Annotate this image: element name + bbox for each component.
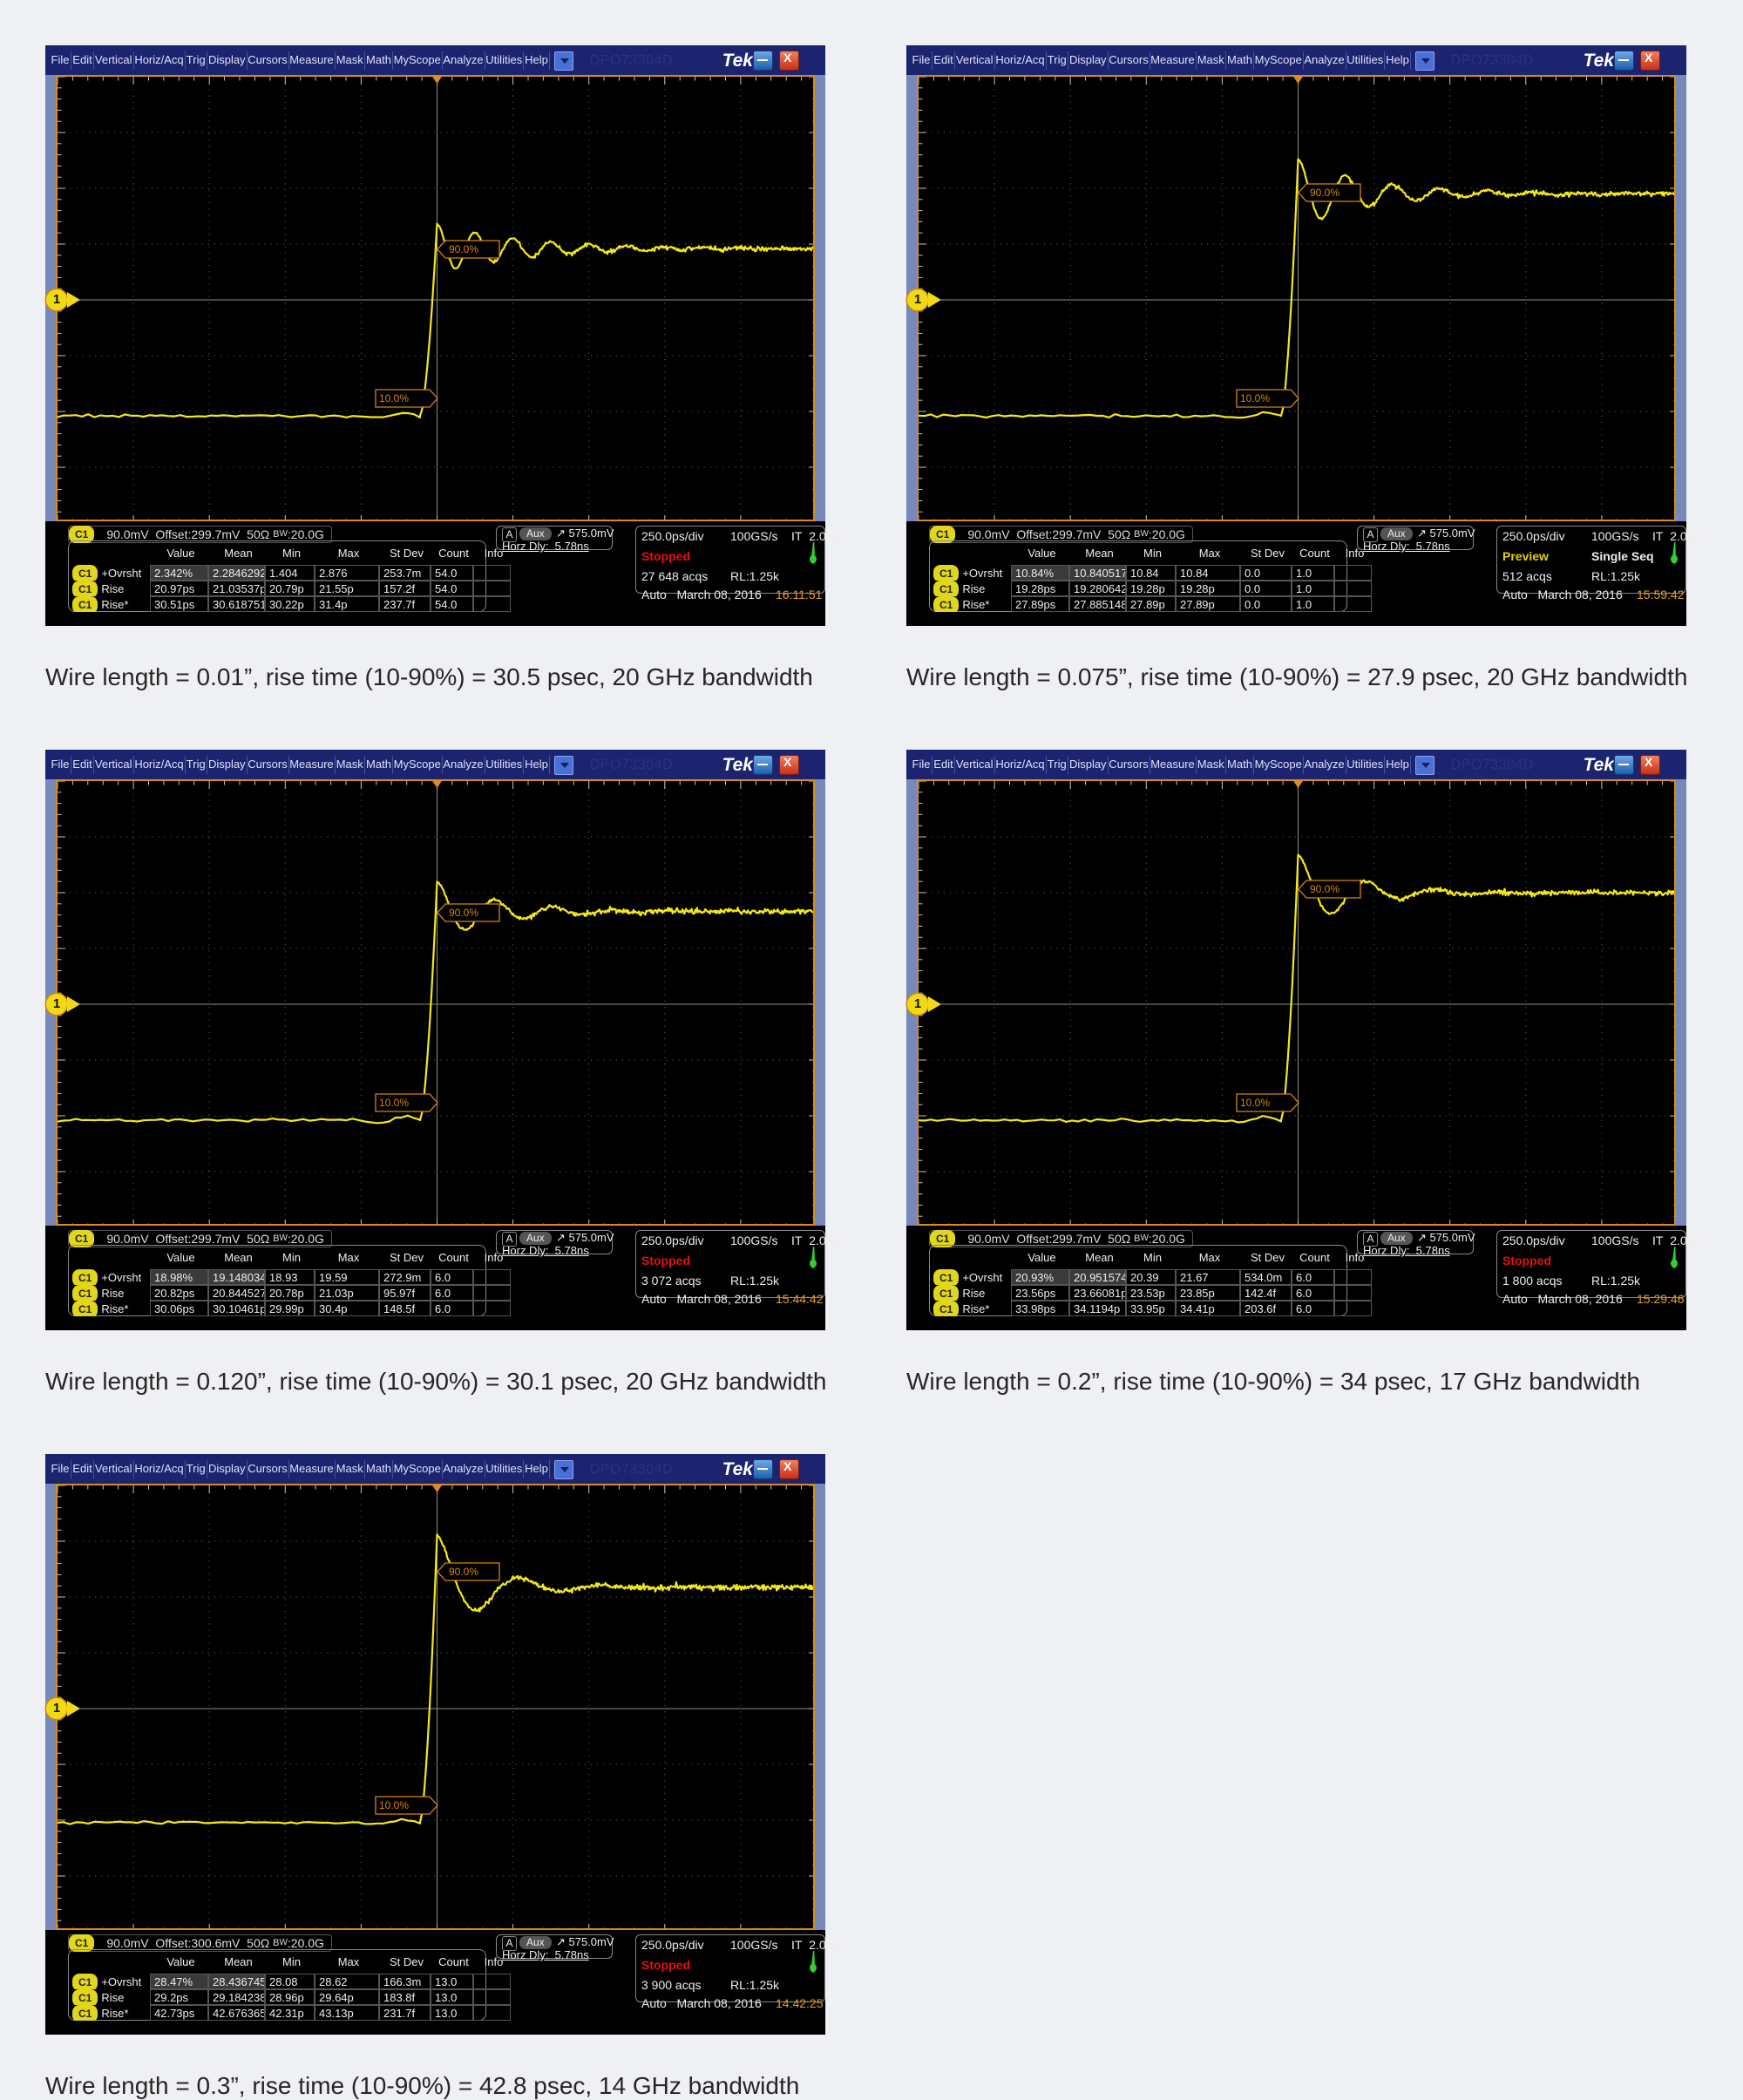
svg-text:90.0%: 90.0% xyxy=(1310,883,1339,895)
svg-text:90.0%: 90.0% xyxy=(449,907,478,919)
svg-text:90.0%: 90.0% xyxy=(1310,187,1339,199)
svg-text:10.0%: 10.0% xyxy=(379,392,409,404)
svg-text:90.0%: 90.0% xyxy=(449,1566,478,1578)
svg-text:10.0%: 10.0% xyxy=(1240,1097,1270,1109)
svg-text:10.0%: 10.0% xyxy=(379,1799,409,1811)
svg-text:10.0%: 10.0% xyxy=(1240,392,1270,404)
svg-text:90.0%: 90.0% xyxy=(449,243,478,255)
svg-text:10.0%: 10.0% xyxy=(379,1097,409,1109)
